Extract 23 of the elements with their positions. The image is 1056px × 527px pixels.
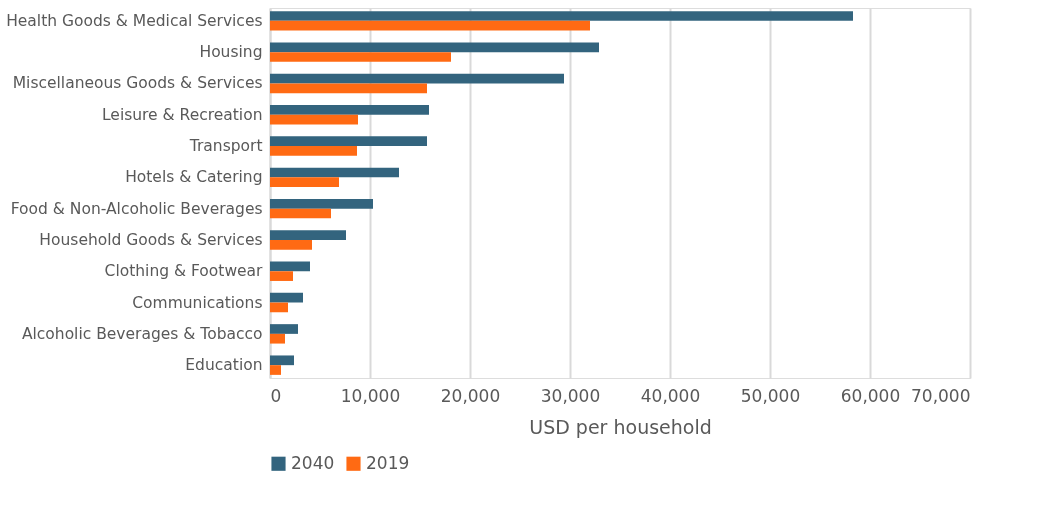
x-tick-label: 10,000 [340, 385, 401, 406]
y-tick-label: Education [185, 356, 263, 375]
x-tick-label: 30,000 [540, 385, 601, 406]
x-axis-title: USD per household [529, 415, 712, 438]
y-tick-label: Leisure & Recreation [101, 105, 263, 124]
y-tick-label: Hotels & Catering [125, 168, 263, 187]
legend-label: 2040 [291, 452, 335, 473]
y-tick-label: Communications [132, 293, 263, 312]
y-tick-label: Health Goods & Medical Services [6, 11, 263, 30]
y-tick-label: Food & Non-Alcoholic Beverages [10, 199, 263, 218]
x-tick-label: 50,000 [740, 385, 801, 406]
y-tick-label: Alcoholic Beverages & Tobacco [21, 324, 263, 343]
y-tick-label: Household Goods & Services [39, 230, 263, 249]
legend-label: 2019 [366, 452, 410, 473]
y-tick-label: Transport [188, 137, 263, 156]
x-tick-label: 40,000 [640, 385, 701, 406]
y-tick-label: Clothing & Footwear [104, 262, 264, 281]
y-tick-label: Housing [199, 43, 263, 62]
x-tick-label: 0 [270, 385, 282, 406]
y-tick-label: Miscellaneous Goods & Services [12, 74, 263, 93]
x-tick-label: 60,000 [840, 385, 901, 406]
x-tick-label: 20,000 [440, 385, 501, 406]
x-tick-label: 70,000 [911, 385, 971, 406]
